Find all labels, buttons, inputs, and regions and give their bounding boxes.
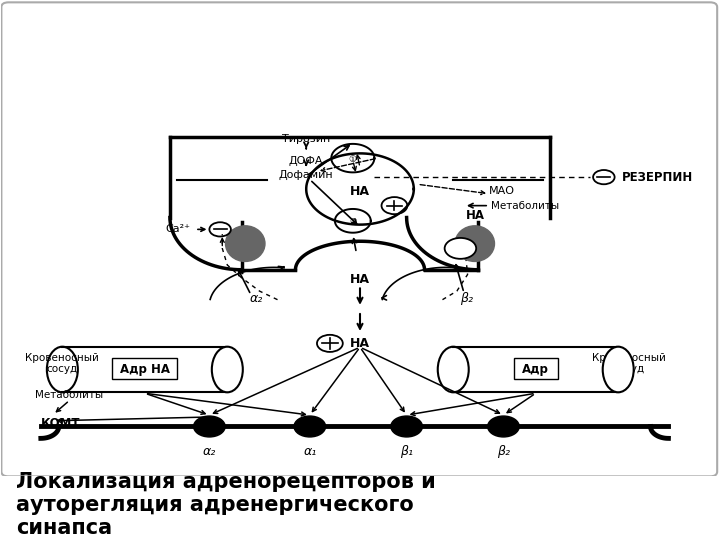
Ellipse shape [455, 226, 495, 261]
Circle shape [194, 416, 225, 437]
Text: α₂: α₂ [203, 446, 216, 458]
Text: Дофамин: Дофамин [279, 170, 333, 180]
Text: ②: ② [456, 244, 465, 254]
Text: Тирозин: Тирозин [282, 134, 330, 144]
Bar [453, 347, 618, 392]
Text: ①: ① [349, 217, 356, 226]
Circle shape [391, 416, 423, 437]
Text: β₂: β₂ [459, 292, 472, 305]
Ellipse shape [603, 347, 634, 392]
Text: β₁: β₁ [400, 446, 413, 458]
Text: МАО: МАО [489, 186, 515, 197]
Text: β₂: β₂ [497, 446, 510, 458]
Text: Адр: Адр [522, 363, 549, 376]
Text: Кровеносный
сосуд: Кровеносный сосуд [25, 353, 99, 374]
Ellipse shape [225, 226, 265, 261]
Text: Кровеносный
сосуд: Кровеносный сосуд [592, 353, 666, 374]
Bar [63, 347, 228, 392]
Text: НА: НА [466, 208, 485, 221]
Text: КОМТ: КОМТ [40, 417, 80, 430]
FancyBboxPatch shape [112, 357, 177, 380]
Circle shape [445, 238, 476, 259]
Text: Са²⁺: Са²⁺ [165, 225, 190, 234]
Text: Локализация адренорецепторов и
ауторегляция адренергического
синапса: Локализация адренорецепторов и ауторегля… [16, 471, 436, 538]
Text: НА: НА [350, 337, 370, 350]
Ellipse shape [212, 347, 243, 392]
Text: РЕЗЕРПИН: РЕЗЕРПИН [622, 171, 693, 184]
Text: Метаболиты: Метаболиты [35, 390, 104, 400]
Text: α₁: α₁ [303, 446, 316, 458]
Text: НА: НА [350, 273, 370, 286]
Text: Метаболиты: Метаболиты [490, 201, 559, 211]
Text: НА: НА [350, 185, 370, 198]
Text: ДОФА: ДОФА [289, 156, 323, 166]
Circle shape [294, 416, 325, 437]
Text: ①: ① [348, 154, 357, 164]
Ellipse shape [47, 347, 78, 392]
Text: Адр НА: Адр НА [120, 363, 170, 376]
Ellipse shape [438, 347, 469, 392]
Circle shape [487, 416, 519, 437]
FancyBboxPatch shape [514, 357, 557, 380]
Text: α₂: α₂ [249, 292, 263, 305]
